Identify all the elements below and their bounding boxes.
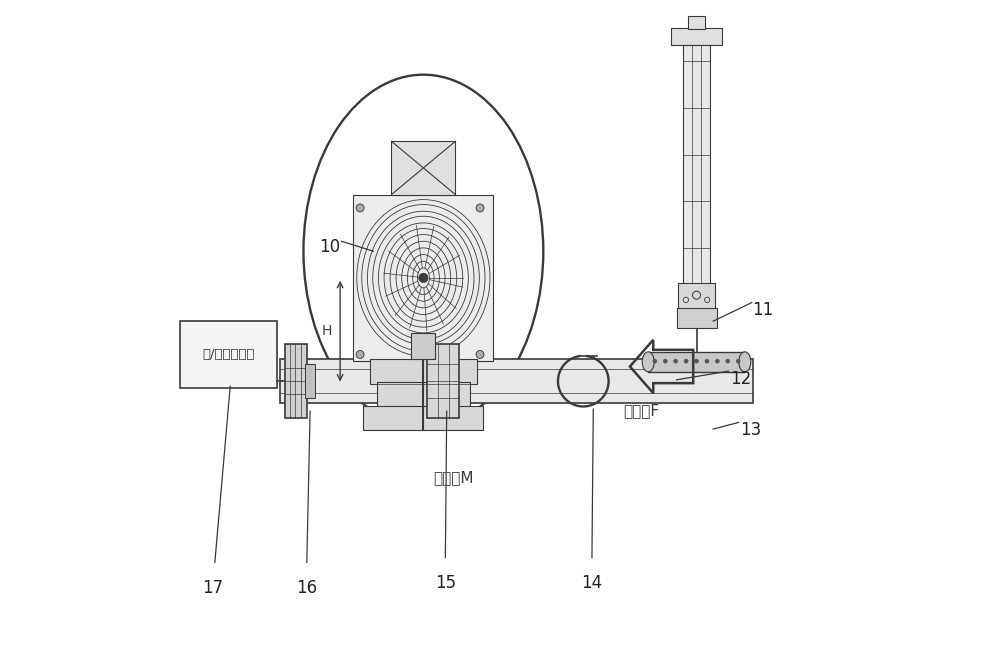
Circle shape (476, 204, 484, 212)
Bar (180, 321, 277, 388)
Ellipse shape (303, 75, 543, 427)
Bar (678, 282, 715, 309)
Text: 10: 10 (320, 238, 341, 256)
Circle shape (705, 359, 709, 363)
Text: 15: 15 (435, 575, 456, 592)
Circle shape (674, 359, 678, 363)
Circle shape (715, 359, 719, 363)
Bar (305, 365, 315, 398)
Ellipse shape (642, 352, 654, 372)
Circle shape (663, 359, 667, 363)
Circle shape (726, 359, 730, 363)
Bar (285, 345, 307, 417)
Bar (688, 16, 705, 29)
Circle shape (356, 204, 364, 212)
Circle shape (356, 351, 364, 359)
Text: H: H (322, 324, 332, 338)
Text: 力矩：M: 力矩：M (433, 470, 474, 485)
Bar (411, 333, 435, 359)
Bar (280, 359, 753, 403)
Bar (648, 352, 745, 372)
Bar (391, 141, 455, 195)
Circle shape (736, 359, 740, 363)
Text: 13: 13 (741, 421, 762, 439)
Text: 力/力矩传感器: 力/力矩传感器 (202, 348, 255, 361)
Bar (683, 45, 710, 284)
Bar (353, 195, 493, 361)
Circle shape (695, 359, 699, 363)
Bar (363, 406, 483, 429)
Bar (671, 28, 722, 45)
Text: 16: 16 (296, 579, 317, 597)
Bar (377, 383, 470, 408)
Bar (427, 345, 459, 417)
Bar (370, 359, 477, 385)
Text: 17: 17 (202, 579, 223, 597)
Bar (677, 308, 717, 328)
Circle shape (653, 359, 657, 363)
Text: 11: 11 (753, 301, 774, 319)
Ellipse shape (739, 352, 751, 372)
Text: 12: 12 (731, 370, 752, 388)
Text: 压力：F: 压力：F (623, 403, 659, 419)
Circle shape (419, 273, 428, 282)
Circle shape (476, 351, 484, 359)
Circle shape (684, 359, 688, 363)
Text: 14: 14 (581, 575, 603, 592)
